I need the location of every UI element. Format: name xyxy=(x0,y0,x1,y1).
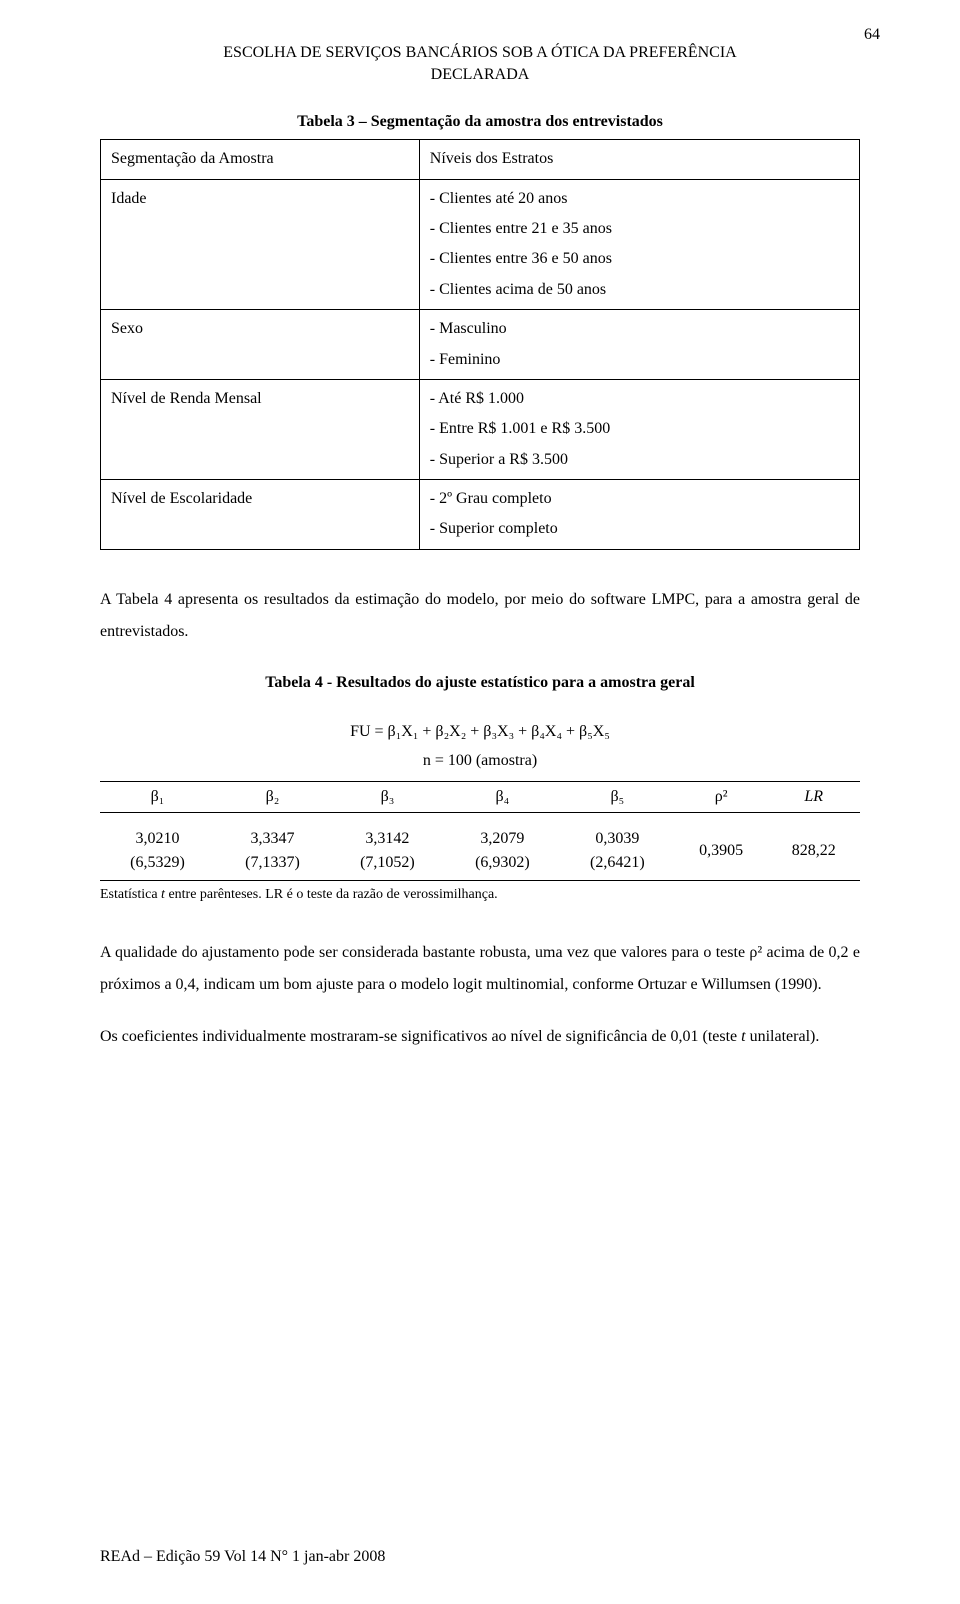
table4-note: Estatística t entre parênteses. LR é o t… xyxy=(100,887,860,903)
table4-cell-b3: 3,3142(7,1052) xyxy=(330,813,445,880)
table3-caption: Tabela 3 – Segmentação da amostra dos en… xyxy=(100,113,860,131)
page-number: 64 xyxy=(864,26,880,44)
table4-header-lr: LR xyxy=(767,782,860,813)
table4-caption: Tabela 4 - Resultados do ajuste estatíst… xyxy=(100,674,860,692)
table3-item: - Entre R$ 1.001 e R$ 3.500 xyxy=(430,414,849,444)
table3-item: - Clientes até 20 anos xyxy=(430,184,849,214)
table4-header-b5: β₅ xyxy=(560,782,675,813)
table3-row-escolaridade-items: - 2º Grau completo - Superior completo xyxy=(419,480,859,550)
running-head: ESCOLHA DE SERVIÇOS BANCÁRIOS SOB A ÓTIC… xyxy=(100,42,860,85)
table4-header-b2: β₂ xyxy=(215,782,330,813)
table3-item: - Clientes acima de 50 anos xyxy=(430,275,849,305)
running-head-line-2: DECLARADA xyxy=(431,66,530,83)
table4-header-b4: β₄ xyxy=(445,782,560,813)
table3-item: - Superior completo xyxy=(430,514,849,544)
table4-formula: FU = β₁X₁ + β₂X₂ + β₃X₃ + β₄X₄ + β₅X₅ xyxy=(100,718,860,747)
table3-row-escolaridade-label: Nível de Escolaridade xyxy=(101,480,420,550)
footer: REAd – Edição 59 Vol 14 N° 1 jan-abr 200… xyxy=(100,1548,385,1566)
table4-cell-b2: 3,3347(7,1337) xyxy=(215,813,330,880)
table3-item: - Clientes entre 21 e 35 anos xyxy=(430,214,849,244)
table3-item: - Masculino xyxy=(430,314,849,344)
table3-row-sexo-items: - Masculino - Feminino xyxy=(419,310,859,380)
running-head-line-1: ESCOLHA DE SERVIÇOS BANCÁRIOS SOB A ÓTIC… xyxy=(223,44,736,61)
table3-item: - Clientes entre 36 e 50 anos xyxy=(430,244,849,274)
table3-row-renda-items: - Até R$ 1.000 - Entre R$ 1.001 e R$ 3.5… xyxy=(419,379,859,479)
paragraph-2: A qualidade do ajustamento pode ser cons… xyxy=(100,937,860,1001)
table3-row-idade-label: Idade xyxy=(101,179,420,310)
table4-cell-rho2: 0,3905 xyxy=(675,813,768,880)
paragraph-3: Os coeficientes individualmente mostrara… xyxy=(100,1021,860,1053)
table4-header-b3: β₃ xyxy=(330,782,445,813)
table4-cell-b1: 3,0210(6,5329) xyxy=(100,813,215,880)
table3-row-renda-label: Nível de Renda Mensal xyxy=(101,379,420,479)
table3-row-sexo-label: Sexo xyxy=(101,310,420,380)
table4: β₁ β₂ β₃ β₄ β₅ ρ² LR 3,0210(6,5329) 3,33… xyxy=(100,781,860,880)
table3-row-idade-items: - Clientes até 20 anos - Clientes entre … xyxy=(419,179,859,310)
table4-cell-b4: 3,2079(6,9302) xyxy=(445,813,560,880)
table3: Segmentação da Amostra Níveis dos Estrat… xyxy=(100,139,860,550)
table3-header-left: Segmentação da Amostra xyxy=(101,140,420,179)
table3-item: - Feminino xyxy=(430,345,849,375)
table4-n-line: n = 100 (amostra) xyxy=(100,747,860,776)
table3-item: - 2º Grau completo xyxy=(430,484,849,514)
paragraph-1: A Tabela 4 apresenta os resultados da es… xyxy=(100,584,860,648)
table4-header-rho2: ρ² xyxy=(675,782,768,813)
table4-cell-lr: 828,22 xyxy=(767,813,860,880)
table3-header-right: Níveis dos Estratos xyxy=(419,140,859,179)
table4-header-b1: β₁ xyxy=(100,782,215,813)
table3-item: - Até R$ 1.000 xyxy=(430,384,849,414)
table4-formula-block: FU = β₁X₁ + β₂X₂ + β₃X₃ + β₄X₄ + β₅X₅ n … xyxy=(100,718,860,776)
table4-cell-b5: 0,3039(2,6421) xyxy=(560,813,675,880)
table3-item: - Superior a R$ 3.500 xyxy=(430,445,849,475)
